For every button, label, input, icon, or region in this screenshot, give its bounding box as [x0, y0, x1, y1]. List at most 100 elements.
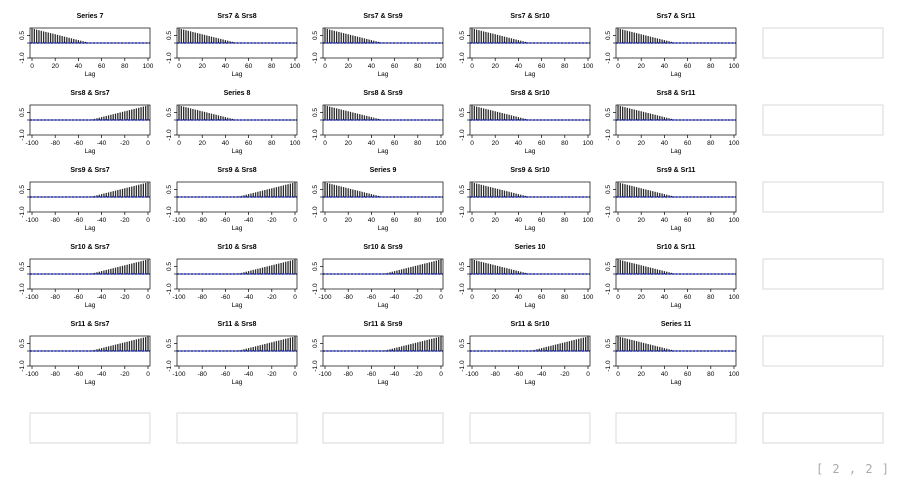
- y-tick-label: 0.5: [19, 31, 26, 40]
- y-tick-label: -1.0: [605, 52, 612, 64]
- x-tick-label: -60: [514, 371, 524, 378]
- x-tick-label: 20: [638, 63, 646, 70]
- page-index: [ 2 , 2 ]: [815, 462, 890, 476]
- x-axis-label: Lag: [378, 148, 389, 155]
- y-tick-label: -1.0: [459, 206, 466, 218]
- x-tick-label: 60: [391, 140, 399, 147]
- bar-group: [384, 336, 442, 351]
- y-tick-label: 0.5: [605, 108, 612, 117]
- x-axis-label: Lag: [232, 302, 243, 309]
- x-tick-label: 40: [515, 217, 523, 224]
- y-tick-label: 0.5: [459, 108, 466, 117]
- ccf-panel: Srs7 & Srs9 -1.0 0.5 0 20 40 60 80 100 Lag: [312, 13, 447, 78]
- x-tick-label: -100: [25, 294, 38, 301]
- y-tick-label: -1.0: [459, 283, 466, 295]
- x-axis-label: Lag: [525, 71, 536, 78]
- x-tick-label: 80: [561, 294, 569, 301]
- ccf-panel: Sr11 & Srs7 -1.0 0.5 -100 -80 -60 -40 -20 0 Lag: [19, 321, 151, 386]
- x-tick-label: 100: [729, 371, 740, 378]
- y-tick-label: -1.0: [19, 52, 26, 64]
- x-axis-label: Lag: [378, 302, 389, 309]
- x-tick-label: 60: [684, 140, 692, 147]
- panel-title: Series 10: [515, 244, 546, 251]
- x-axis-label: Lag: [378, 225, 389, 232]
- panel-title: Srs9 & Srs8: [217, 167, 256, 174]
- empty-panel: [469, 412, 591, 444]
- x-tick-label: 40: [222, 140, 230, 147]
- x-tick-label: -20: [413, 294, 423, 301]
- x-tick-label: 80: [561, 140, 569, 147]
- bar-group: [238, 336, 296, 351]
- x-tick-label: 20: [199, 140, 207, 147]
- x-tick-label: 60: [98, 63, 106, 70]
- x-tick-label: 20: [492, 217, 500, 224]
- ccf-panel: Srs7 & Sr11 -1.0 0.5 0 20 40 60 80 100 Lag: [605, 13, 740, 78]
- y-tick-label: -1.0: [166, 206, 173, 218]
- y-tick-label: 0.5: [459, 262, 466, 271]
- x-axis-label: Lag: [85, 302, 96, 309]
- x-tick-label: -100: [172, 294, 185, 301]
- y-tick-label: -1.0: [605, 129, 612, 141]
- x-tick-label: 20: [345, 140, 353, 147]
- x-tick-label: 60: [684, 371, 692, 378]
- x-tick-label: 100: [583, 63, 594, 70]
- x-axis-label: Lag: [85, 225, 96, 232]
- x-tick-label: 60: [245, 140, 253, 147]
- x-tick-label: 0: [177, 140, 181, 147]
- x-tick-label: -20: [267, 217, 277, 224]
- x-tick-label: 0: [146, 217, 150, 224]
- x-tick-label: -20: [120, 294, 130, 301]
- y-tick-label: 0.5: [19, 185, 26, 194]
- x-tick-label: 20: [638, 294, 646, 301]
- x-tick-label: 0: [586, 371, 590, 378]
- empty-panel: [29, 412, 151, 444]
- x-tick-label: 0: [616, 217, 620, 224]
- x-tick-label: 20: [638, 217, 646, 224]
- x-tick-label: 0: [616, 140, 620, 147]
- ccf-panel: Srs8 & Srs9 -1.0 0.5 0 20 40 60 80 100 Lag: [312, 90, 447, 155]
- x-tick-label: -60: [74, 294, 84, 301]
- panel-title: Series 8: [224, 90, 251, 97]
- bar-group: [617, 28, 675, 43]
- panel-title: Sr10 & Srs8: [217, 244, 256, 251]
- y-tick-label: 0.5: [166, 185, 173, 194]
- panel-title: Sr10 & Sr11: [657, 244, 696, 251]
- y-tick-label: -1.0: [459, 360, 466, 372]
- empty-panel: [762, 104, 884, 136]
- y-tick-label: 0.5: [166, 108, 173, 117]
- y-tick-label: 0.5: [605, 31, 612, 40]
- x-tick-label: 0: [323, 217, 327, 224]
- x-axis-label: Lag: [232, 379, 243, 386]
- x-tick-label: 40: [75, 63, 83, 70]
- y-tick-label: -1.0: [459, 129, 466, 141]
- x-tick-label: -100: [25, 217, 38, 224]
- y-tick-label: 0.5: [312, 108, 319, 117]
- y-tick-label: -1.0: [166, 283, 173, 295]
- empty-panel: [322, 412, 444, 444]
- x-axis-label: Lag: [671, 379, 682, 386]
- panel-title: Srs9 & Srs7: [70, 167, 109, 174]
- x-tick-label: 100: [729, 63, 740, 70]
- ccf-panel: Srs8 & Sr10 -1.0 0.5 0 20 40 60 80 100 Lag: [459, 90, 594, 155]
- x-axis-label: Lag: [232, 71, 243, 78]
- y-tick-label: -1.0: [312, 52, 319, 64]
- bar-group: [617, 259, 675, 274]
- y-tick-label: 0.5: [19, 339, 26, 348]
- x-tick-label: -100: [25, 371, 38, 378]
- y-tick-label: 0.5: [605, 262, 612, 271]
- x-tick-label: 100: [729, 217, 740, 224]
- x-tick-label: -80: [490, 371, 500, 378]
- y-tick-label: 0.5: [459, 31, 466, 40]
- ccf-panel: Sr11 & Srs8 -1.0 0.5 -100 -80 -60 -40 -20 0 Lag: [166, 321, 298, 386]
- y-tick-label: 0.5: [312, 262, 319, 271]
- x-tick-label: -40: [97, 217, 107, 224]
- y-tick-label: 0.5: [459, 185, 466, 194]
- x-tick-label: 0: [146, 140, 150, 147]
- x-axis-label: Lag: [378, 71, 389, 78]
- bar-group: [471, 105, 529, 120]
- x-tick-label: 80: [707, 140, 715, 147]
- panel-title: Sr10 & Srs7: [70, 244, 109, 251]
- x-axis-label: Lag: [671, 71, 682, 78]
- x-tick-label: 20: [199, 63, 207, 70]
